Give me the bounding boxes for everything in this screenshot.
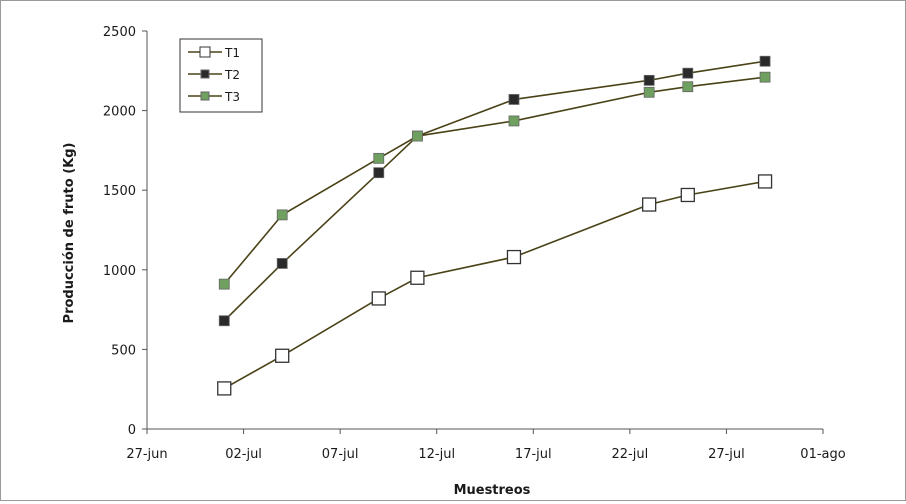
data-point [373, 152, 385, 164]
x-tick-label: 02-jul [225, 447, 262, 462]
legend-item-T3: T3 [188, 90, 240, 104]
data-point [759, 71, 771, 83]
y-tick-label: 2500 [103, 25, 136, 40]
legend-label: T2 [224, 68, 240, 82]
data-point [218, 315, 230, 327]
data-point [643, 74, 655, 86]
legend-marker [200, 69, 210, 79]
data-point [276, 258, 288, 269]
data-point [682, 67, 694, 79]
x-tick-label: 17-jul [515, 447, 552, 462]
y-axis-title: Producción de fruto (Kg) [62, 143, 77, 324]
legend-item-T1: T1 [188, 46, 240, 60]
y-tick-label: 2000 [103, 105, 136, 120]
data-point [275, 348, 290, 363]
data-point [371, 291, 386, 306]
legend: T1 T2 T3 [179, 38, 263, 113]
data-point [411, 130, 423, 142]
y-tick-label: 1500 [103, 184, 136, 199]
y-tick-label: 0 [128, 423, 136, 438]
data-point [682, 81, 694, 93]
x-tick-label: 27-jun [126, 447, 167, 462]
data-point [508, 94, 520, 105]
x-tick-label: 27-jul [708, 447, 745, 462]
x-tick-label: 07-jul [322, 447, 359, 462]
x-tick-label: 12-jul [418, 447, 455, 462]
data-point [373, 167, 385, 179]
legend-box [179, 38, 263, 113]
x-tick-label: 22-jul [612, 447, 649, 462]
data-point [643, 86, 655, 98]
axes [142, 30, 824, 434]
x-axis-title: Muestreos [454, 483, 531, 498]
data-point [508, 115, 520, 127]
data-point [276, 209, 288, 221]
series-T3 [218, 71, 771, 290]
legend-item-T2: T2 [188, 68, 240, 82]
data-point [506, 249, 522, 265]
series-T1 [217, 174, 773, 396]
series-line [223, 60, 766, 322]
data-point [759, 55, 771, 67]
data-point [217, 381, 232, 396]
y-tick-labels: 0 500 1000 1500 2000 2500 [103, 25, 136, 438]
y-tick-label: 500 [111, 343, 136, 358]
data-point [757, 174, 773, 189]
data-point [642, 197, 657, 212]
y-tick-label: 1000 [103, 264, 136, 279]
series-layer [217, 55, 773, 396]
series-line [223, 180, 766, 390]
x-tick-label: 01-ago [800, 447, 845, 462]
legend-marker [200, 91, 210, 101]
data-point [680, 187, 695, 203]
data-point [410, 270, 425, 285]
legend-label: T1 [224, 46, 240, 60]
series-line [223, 76, 766, 285]
legend-label: T3 [224, 90, 240, 104]
x-tick-labels: 27-jun 02-jul 07-jul 12-jul 17-jul 22-jul 27-j… [126, 447, 845, 462]
legend-marker [199, 46, 211, 58]
data-point [218, 278, 230, 290]
